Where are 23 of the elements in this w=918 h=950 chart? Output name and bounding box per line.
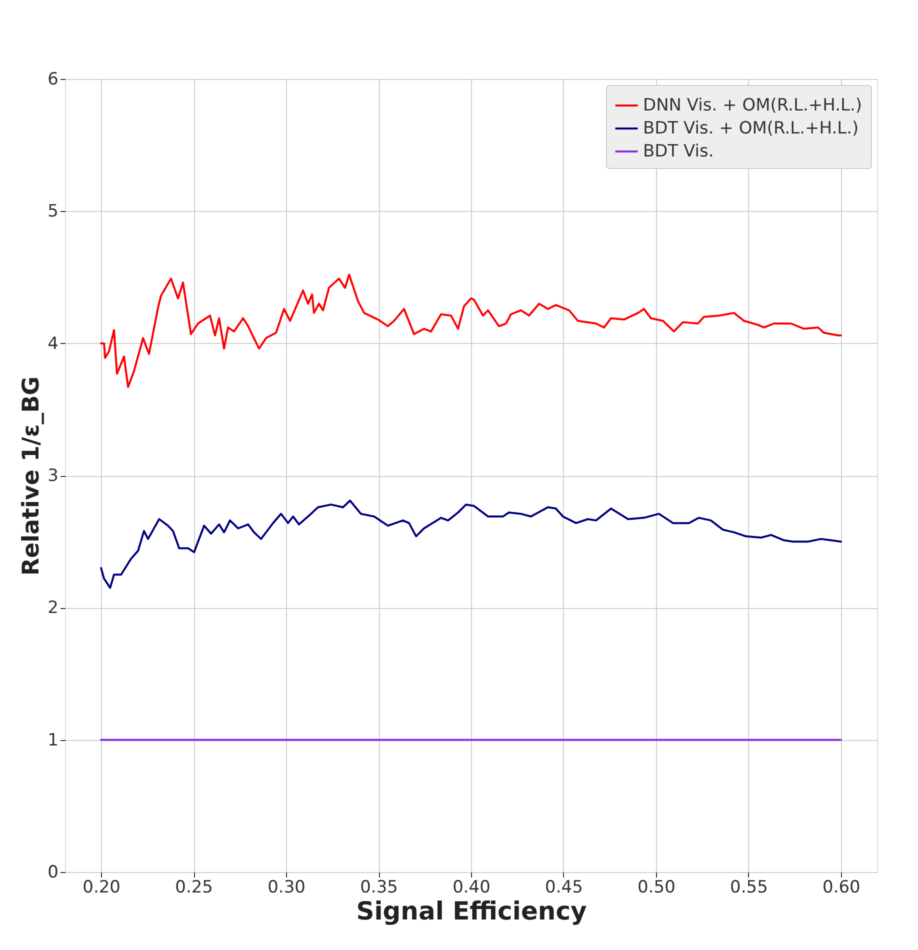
y-tick-label: 5 (48, 202, 58, 222)
x-tick-label: 0.20 (82, 878, 120, 898)
legend-label: BDT Vis. (643, 142, 714, 162)
x-tick-label: 0.25 (175, 878, 213, 898)
y-tick-label: 3 (48, 466, 58, 486)
x-tick-label: 0.55 (730, 878, 768, 898)
line-series (100, 500, 842, 589)
x-tick-label: 0.35 (360, 878, 398, 898)
x-tick-label: 0.50 (638, 878, 676, 898)
x-tick-label: 0.40 (452, 878, 490, 898)
legend-label: BDT Vis. + OM(R.L.+H.L.) (643, 118, 859, 138)
x-tick-label: 0.30 (268, 878, 306, 898)
x-tick-label: 0.60 (822, 878, 860, 898)
y-tick-label: 6 (48, 70, 58, 90)
x-axis-title: Signal Efficiency (356, 896, 587, 926)
y-tick-label: 0 (48, 862, 58, 882)
y-tick-label: 2 (48, 598, 58, 618)
y-tick-label: 4 (48, 334, 58, 354)
y-axis-title: Relative 1/ε_BG (18, 376, 45, 576)
x-tick-label: 0.45 (545, 878, 583, 898)
legend-label: DNN Vis. + OM(R.L.+H.L.) (643, 96, 862, 116)
line-series (100, 274, 842, 388)
y-tick-label: 1 (48, 730, 58, 750)
